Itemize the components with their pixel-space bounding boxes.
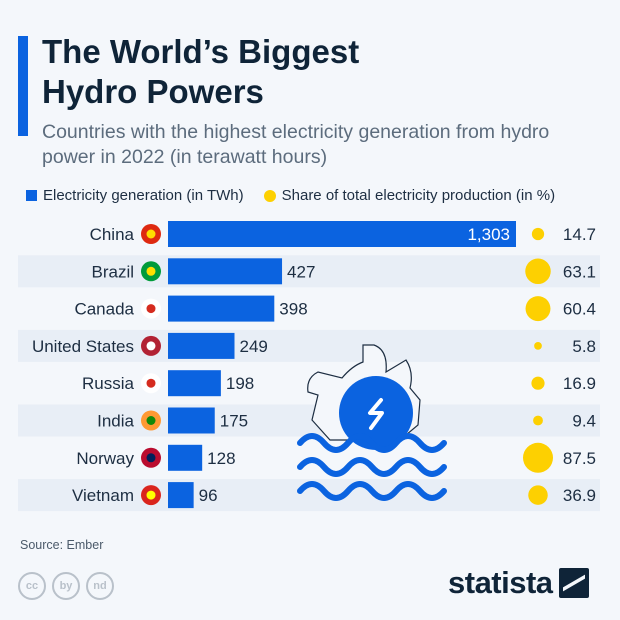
share-bubble: [528, 485, 548, 505]
no-flag-icon-emblem: [146, 453, 156, 463]
statista-mark-icon: [558, 568, 589, 598]
category-label: Russia: [82, 374, 135, 393]
category-label: Brazil: [91, 262, 134, 281]
bar-generation: [168, 370, 221, 397]
category-label: Canada: [74, 300, 134, 319]
bar-value-label: 128: [207, 449, 235, 468]
category-label: United States: [32, 337, 134, 356]
category-label: Norway: [76, 449, 134, 468]
bar-value-label: 398: [279, 300, 307, 319]
legend: Electricity generation (in TWh) Share of…: [26, 187, 555, 204]
share-value-label: 5.8: [572, 337, 596, 356]
share-value-label: 87.5: [563, 449, 596, 468]
subtitle: Countries with the highest electricity g…: [42, 121, 550, 168]
bar-value-label: 198: [226, 374, 254, 393]
share-bubble: [531, 376, 545, 390]
in-flag-icon-emblem: [146, 416, 156, 425]
vn-flag-icon-emblem: [146, 490, 156, 500]
row-stripe: [18, 404, 600, 437]
bar-value-label: 249: [240, 337, 268, 356]
share-bubble: [525, 258, 551, 285]
bar-value-label: 175: [220, 412, 248, 431]
attribution-icon[interactable]: by: [52, 572, 80, 600]
bar-value-label: 427: [287, 262, 315, 281]
category-label: Vietnam: [72, 486, 134, 505]
legend-swatch-generation: [26, 190, 37, 201]
bar-generation: [168, 444, 203, 471]
bar-generation: [168, 407, 215, 434]
bar-value-label: 96: [199, 486, 218, 505]
statista-logo[interactable]: statista: [448, 565, 589, 601]
source-note: Source: Ember: [20, 538, 104, 552]
share-value-label: 16.9: [563, 374, 596, 393]
category-label: China: [90, 225, 135, 244]
license-icons: cc by nd: [18, 572, 114, 600]
bar-generation: [168, 332, 235, 359]
legend-label-share: Share of total electricity production (i…: [281, 187, 556, 204]
row-stripe: [18, 329, 600, 362]
ru-flag-icon-emblem: [146, 378, 156, 388]
category-label: India: [97, 412, 134, 431]
legend-label-generation: Electricity generation (in TWh): [43, 187, 244, 204]
page-title: The World’s Biggest Hydro Powers: [42, 33, 360, 110]
no-derivatives-icon[interactable]: nd: [86, 572, 114, 600]
share-value-label: 36.9: [563, 486, 596, 505]
logo-text: statista: [448, 565, 553, 600]
share-bubble: [531, 227, 545, 241]
hydro-turbine-illustration: [297, 344, 447, 501]
share-bubble: [525, 296, 551, 322]
share-value-label: 60.4: [563, 300, 596, 319]
bar-generation: [168, 295, 275, 322]
lightning-icon: [368, 398, 384, 430]
share-value-label: 9.4: [572, 412, 596, 431]
share-value-label: 14.7: [563, 225, 596, 244]
row-stripe: [18, 255, 600, 288]
bar-generation: [168, 258, 283, 285]
share-bubble: [534, 342, 542, 350]
share-bubble: [533, 415, 543, 426]
br-flag-icon-emblem: [146, 266, 156, 276]
share-bubble: [523, 442, 553, 473]
title-accent-bar: [18, 36, 28, 136]
creative-commons-icon[interactable]: cc: [18, 572, 46, 600]
bar-generation: [168, 482, 194, 509]
bar-value-label: 1,303: [467, 225, 510, 244]
cn-flag-icon-emblem: [146, 229, 156, 239]
water-waves-icon: [297, 433, 447, 501]
share-value-label: 63.1: [563, 262, 596, 281]
legend-swatch-share: [263, 189, 276, 202]
bar-generation: [168, 221, 516, 247]
us-flag-icon-emblem: [146, 341, 156, 351]
ca-flag-icon-emblem: [146, 304, 156, 314]
